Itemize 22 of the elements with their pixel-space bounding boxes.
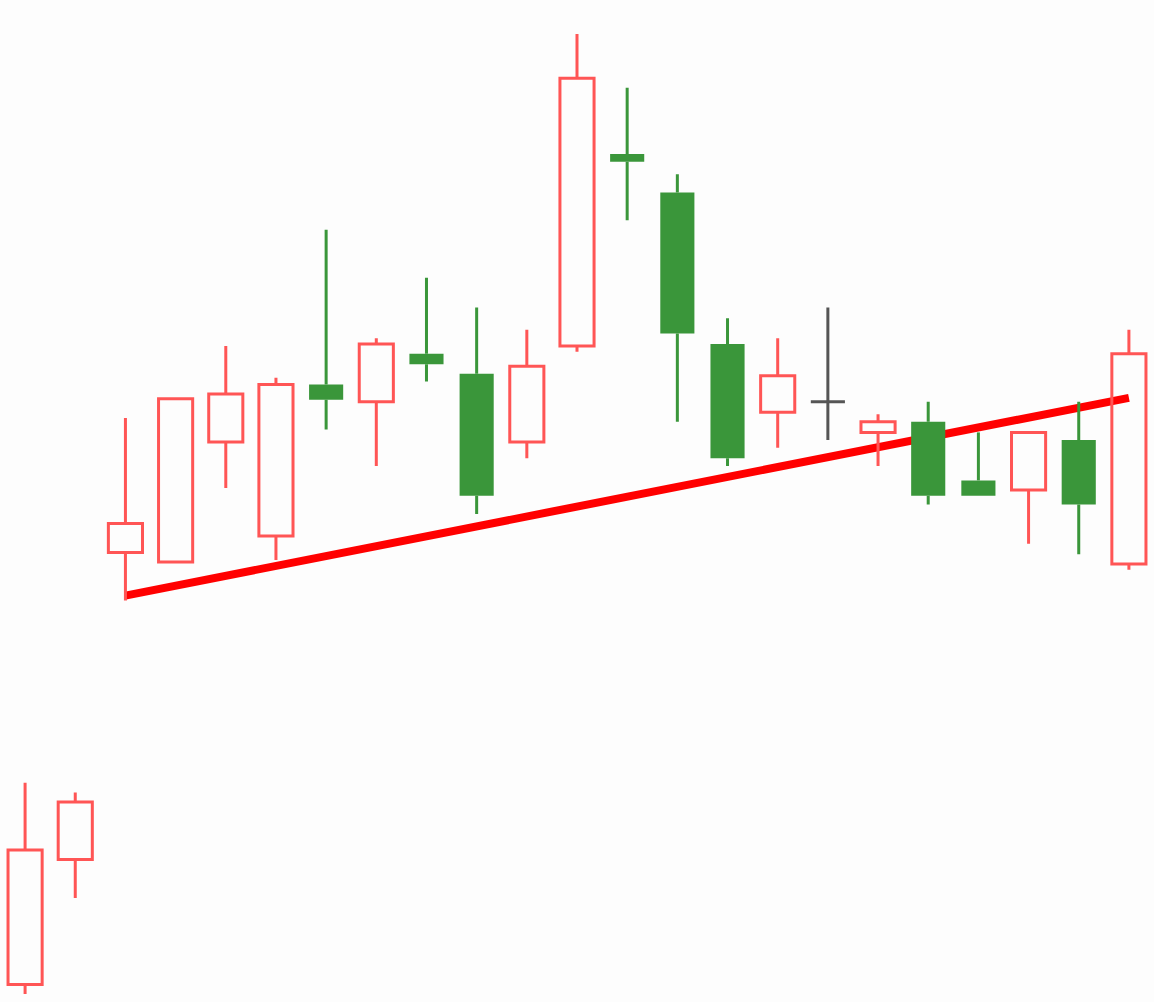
candlestick	[710, 316, 745, 468]
candlestick	[106, 416, 144, 602]
candlestick	[1110, 328, 1148, 572]
candlestick	[508, 328, 546, 460]
candlestick	[207, 344, 245, 490]
candlestick	[309, 228, 344, 432]
candlestick	[759, 336, 797, 450]
candlestick	[459, 306, 494, 516]
candlestick	[961, 430, 996, 496]
candlestick	[257, 376, 295, 562]
candlestick	[56, 790, 94, 900]
candlestick	[660, 172, 695, 424]
candlestick	[859, 412, 897, 468]
candlestick	[1010, 430, 1048, 546]
candlestick	[1061, 400, 1096, 556]
candlestick	[558, 32, 596, 354]
candlestick	[809, 306, 847, 442]
candlestick	[409, 276, 444, 384]
candlestick	[911, 400, 946, 506]
candlestick	[610, 86, 645, 222]
candlestick	[357, 336, 395, 468]
candlestick	[6, 781, 44, 996]
